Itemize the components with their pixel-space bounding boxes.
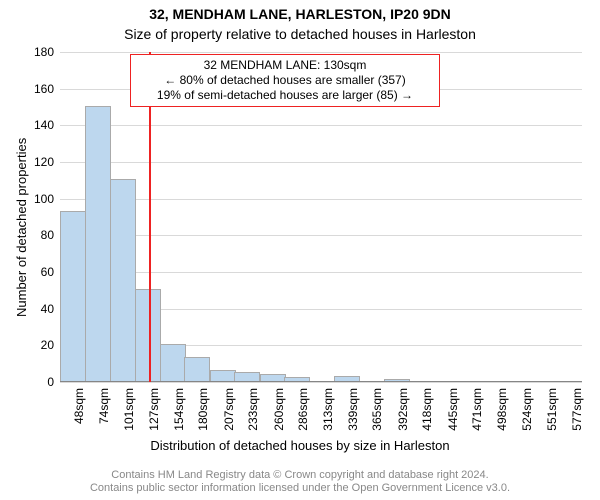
y-tick-label: 100 [34,192,60,206]
y-axis-label: Number of detached properties [14,138,29,317]
y-tick-label: 120 [34,155,60,169]
y-tick-label: 40 [41,302,60,316]
x-tick-label: 48sqm [72,382,86,424]
x-tick-label: 498sqm [495,382,509,431]
gridline-h [60,52,582,53]
x-axis-label: Distribution of detached houses by size … [0,438,600,453]
x-tick-label: 471sqm [470,382,484,431]
footer-line2: Contains public sector information licen… [0,482,600,496]
gridline-h [60,272,582,273]
x-tick-label: 180sqm [196,382,210,431]
y-tick-label: 0 [47,375,60,389]
callout-line-1: 32 MENDHAM LANE: 130sqm [137,58,433,73]
gridline-h [60,162,582,163]
x-tick-label: 260sqm [272,382,286,431]
x-tick-label: 127sqm [147,382,161,431]
gridline-h [60,199,582,200]
callout-line-3: 19% of semi-detached houses are larger (… [137,88,433,103]
y-tick-label: 20 [41,338,60,352]
callout-line-2: ← 80% of detached houses are smaller (35… [137,73,433,88]
histogram-bar [135,289,161,382]
histogram-bar [85,106,111,382]
x-tick-label: 551sqm [545,382,559,431]
y-tick-label: 140 [34,118,60,132]
gridline-h [60,125,582,126]
histogram-bar [184,357,210,382]
chart-title-line2: Size of property relative to detached ho… [0,26,600,42]
x-tick-label: 577sqm [570,382,584,431]
x-tick-label: 207sqm [222,382,236,431]
x-tick-label: 445sqm [446,382,460,431]
x-tick-label: 392sqm [396,382,410,431]
histogram-bar [60,211,86,383]
x-tick-label: 286sqm [296,382,310,431]
histogram-bar [110,179,136,382]
x-tick-label: 74sqm [97,382,111,424]
x-tick-label: 418sqm [420,382,434,431]
x-tick-label: 233sqm [246,382,260,431]
plot-area: 02040608010012014016018048sqm74sqm101sqm… [60,52,582,382]
y-tick-label: 60 [41,265,60,279]
y-tick-label: 80 [41,228,60,242]
y-tick-label: 180 [34,45,60,59]
x-tick-label: 154sqm [172,382,186,431]
callout-box: 32 MENDHAM LANE: 130sqm← 80% of detached… [130,54,440,107]
footer-line1: Contains HM Land Registry data © Crown c… [0,469,600,483]
x-tick-label: 339sqm [346,382,360,431]
gridline-h [60,235,582,236]
histogram-bar [160,344,186,382]
footer-attribution: Contains HM Land Registry data © Crown c… [0,469,600,497]
y-tick-label: 160 [34,82,60,96]
x-tick-label: 524sqm [520,382,534,431]
chart-title-line1: 32, MENDHAM LANE, HARLESTON, IP20 9DN [0,6,600,22]
x-tick-label: 365sqm [370,382,384,431]
x-tick-label: 313sqm [321,382,335,431]
x-tick-label: 101sqm [122,382,136,431]
